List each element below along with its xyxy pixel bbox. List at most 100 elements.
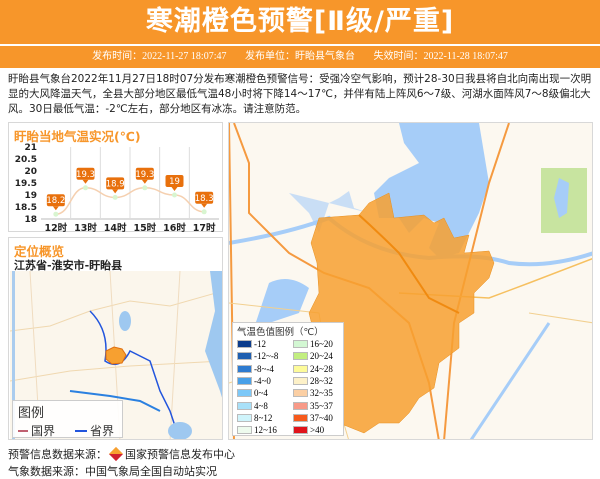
legend-item: 16~20 xyxy=(293,338,333,350)
legend-label: 28~32 xyxy=(310,375,333,386)
y-tick-label: 19 xyxy=(24,191,37,201)
data-label-pointer xyxy=(52,206,59,211)
legend-label: 37~40 xyxy=(310,412,333,423)
legend-item: 24~28 xyxy=(293,363,333,375)
warning-description: 盱眙县气象台2022年11月27日18时07分发布寒潮橙色预警信号：受强冷空气影… xyxy=(8,73,592,115)
data-point[interactable] xyxy=(142,185,148,191)
x-tick-label: 15时 xyxy=(133,222,156,233)
legend-label: 0~4 xyxy=(254,388,268,399)
legend-item: 35~37 xyxy=(293,400,333,412)
y-tick-label: 21 xyxy=(24,143,37,153)
legend-item: 4~8 xyxy=(237,400,268,412)
legend-swatch xyxy=(237,376,252,385)
data-point[interactable] xyxy=(201,209,207,215)
legend-label: 8~12 xyxy=(254,412,273,423)
legend-swatch xyxy=(293,413,308,422)
legend-swatch xyxy=(293,389,308,398)
country-border-label: 国界 xyxy=(31,424,56,438)
legend-swatch xyxy=(237,364,252,373)
legend-swatch xyxy=(237,340,252,348)
warning-area-map[interactable] xyxy=(229,123,593,440)
x-tick-label: 17时 xyxy=(193,222,216,233)
legend-label: >40 xyxy=(310,425,325,436)
province-border-line xyxy=(75,429,88,432)
warning-center-logo-icon xyxy=(108,446,124,462)
source-label: 预警信息数据来源： xyxy=(8,448,107,461)
data-label-pointer xyxy=(112,189,119,194)
legend-item: -4~0 xyxy=(237,375,271,387)
legend-item: 0~4 xyxy=(237,387,268,399)
temperature-chart-panel: 盱眙当地气温实况(℃) 21 20.5 20 19.5 19 18.5 18 18.2 12时 1… xyxy=(8,122,223,233)
temp-legend-title: 气温色值图例（℃） xyxy=(237,327,324,338)
data-label: 19.3 xyxy=(135,170,154,180)
data-label-pointer xyxy=(82,179,89,184)
legend-swatch xyxy=(293,376,308,385)
data-label: 19.3 xyxy=(76,170,95,180)
legend-label: 32~35 xyxy=(310,388,333,399)
legend-label: -8~-4 xyxy=(254,363,274,374)
data-label-pointer xyxy=(201,203,208,208)
y-tick-label: 18 xyxy=(24,215,37,225)
legend-item: 28~32 xyxy=(293,375,333,387)
data-point[interactable] xyxy=(83,185,88,191)
data-label-bg xyxy=(165,175,184,187)
legend-swatch xyxy=(293,364,308,373)
legend-label: -4~0 xyxy=(254,375,271,386)
legend-swatch xyxy=(237,389,252,398)
x-tick-label: 16时 xyxy=(163,222,186,233)
data-label-pointer xyxy=(171,187,178,191)
x-tick-label: 12时 xyxy=(44,222,67,233)
warning-source: 预警信息数据来源： 国家预警信息发布中心 xyxy=(8,446,235,462)
warning-meta: 发布时间：2022-11-27 18:07:47 发布单位：盱眙县气象台 失效时… xyxy=(0,46,600,68)
expire-time: 失效时间：2022-11-28 18:07:47 xyxy=(373,51,508,62)
legend-item: 8~12 xyxy=(237,412,272,424)
weather-data-source: 气象数据来源：中国气象局全国自动站实况 xyxy=(8,465,217,478)
legend-swatch xyxy=(237,413,252,422)
data-point[interactable] xyxy=(53,211,59,217)
temperature-chart: 21 20.5 20 19.5 19 18.5 18 18.2 12时 19.3 13时 18.9 14… xyxy=(15,143,219,233)
data-point[interactable] xyxy=(112,194,118,200)
legend-item: 12~16 xyxy=(237,424,277,436)
legend-label: -12~-8 xyxy=(254,351,279,362)
chart-title: 盱眙当地气温实况(℃) xyxy=(14,129,141,144)
issue-time: 发布时间：2022-11-27 18:07:47 xyxy=(92,51,227,62)
province-border-label: 省界 xyxy=(90,424,115,438)
y-tick-label: 20 xyxy=(24,167,37,177)
legend-item: -12 xyxy=(237,338,266,350)
legend-label: 24~28 xyxy=(310,363,333,374)
y-tick-label: 19.5 xyxy=(15,179,37,189)
legend-item: -12~-8 xyxy=(237,350,278,362)
data-label: 18.3 xyxy=(195,194,214,204)
data-label-bg xyxy=(106,177,125,190)
legend-item: >40 xyxy=(293,424,324,436)
data-label-bg xyxy=(135,167,154,180)
data-label-pointer xyxy=(141,179,148,184)
y-tick-label: 18.5 xyxy=(15,203,37,213)
data-label: 18.2 xyxy=(46,196,65,206)
legend-swatch xyxy=(293,352,308,361)
issuer: 发布单位：盱眙县气象台 xyxy=(245,51,355,62)
map-legend-title: 图例 xyxy=(18,406,45,421)
legend-swatch xyxy=(237,352,252,361)
legend-swatch xyxy=(237,401,252,410)
legend-swatch xyxy=(237,426,252,435)
legend-swatch xyxy=(293,426,308,435)
data-point[interactable] xyxy=(172,192,177,198)
temperature-color-legend: 气温色值图例（℃） -12 -12~-8 -8~-4 -4~0 0~4 4~8 8~12 12… xyxy=(232,322,344,436)
data-label-bg xyxy=(195,191,214,204)
location-path: 江苏省-淮安市-盱眙县 xyxy=(14,259,123,272)
x-tick-label: 14时 xyxy=(104,222,127,233)
y-tick-label: 20.5 xyxy=(15,155,37,165)
legend-swatch xyxy=(293,340,308,348)
data-label-bg xyxy=(76,167,95,180)
legend-label: 12~16 xyxy=(254,425,277,436)
legend-label: 35~37 xyxy=(310,400,333,411)
temperature-line xyxy=(55,187,205,215)
country-border-line xyxy=(18,429,28,432)
source-value[interactable]: 国家预警信息发布中心 xyxy=(125,448,235,461)
legend-label: 16~20 xyxy=(310,339,333,349)
legend-label: -12 xyxy=(254,339,266,349)
legend-swatch xyxy=(293,401,308,410)
legend-item: 37~40 xyxy=(293,412,333,424)
location-title: 定位概览 xyxy=(14,244,65,259)
